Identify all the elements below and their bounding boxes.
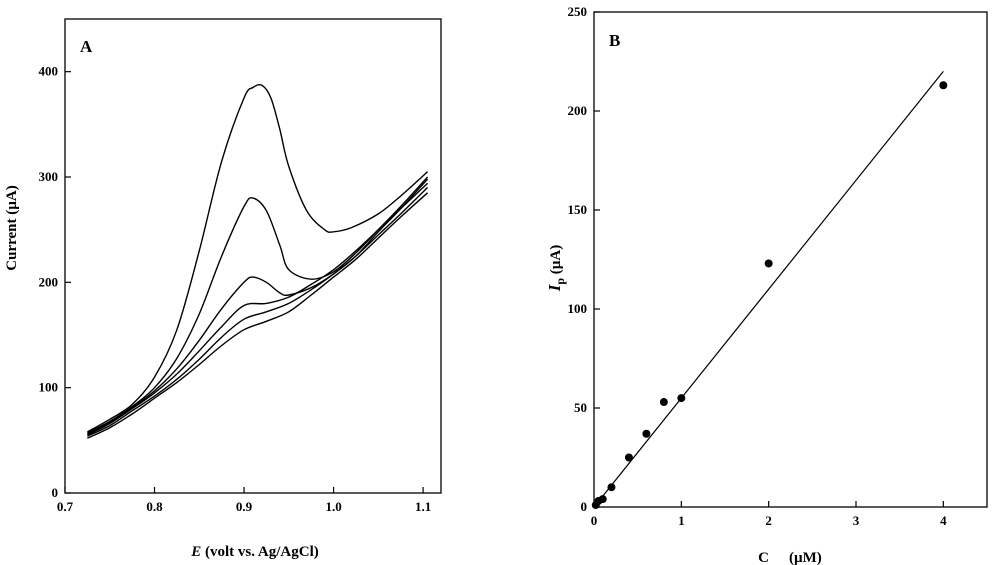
panel-b: B 0 1 2 3 4 0 50 100 150 200 250 C (µM) Ip (µA) <box>545 4 988 565</box>
panel-b-y-axis-label-unit: (µA) <box>548 245 564 278</box>
panel-b-x-tick-label: 4 <box>940 513 947 528</box>
panel-a-y-tick-label: 400 <box>39 64 59 79</box>
panel-b-plot-frame <box>593 11 988 508</box>
panel-b-y-tick-label: 250 <box>568 4 588 19</box>
panel-b-x-tick-label: 2 <box>765 513 772 528</box>
panel-a-x-axis-label-text: (volt vs. Ag/AgCl) <box>201 544 319 560</box>
panel-a-voltammogram-1 <box>87 192 429 439</box>
panel-a-letter: A <box>80 37 93 56</box>
panel-b-fit-line-group <box>593 71 944 508</box>
panel-a-x-tick-label: 0.7 <box>57 499 74 514</box>
panel-b-x-tick-label: 1 <box>678 513 685 528</box>
panel-b-data-point <box>677 394 686 403</box>
panel-b-data-point <box>624 453 633 462</box>
panel-a-x-tick-label: 1.0 <box>325 499 341 514</box>
panel-a-voltammogram-2 <box>87 186 429 437</box>
panel-b-fit-line <box>593 71 944 508</box>
panel-b-data-point <box>642 429 651 438</box>
panel-a-y-tick-label: 100 <box>39 380 59 395</box>
panel-a-y-tick-label: 300 <box>39 169 59 184</box>
panel-a-voltammogram-4 <box>87 178 429 435</box>
panel-b-x-tick-label: 3 <box>853 513 860 528</box>
panel-b-y-tick-label: 200 <box>568 103 588 118</box>
panel-b-x-axis-label: C (µM) <box>758 550 822 565</box>
panel-b-x-tick-label: 0 <box>591 513 598 528</box>
panel-a-x-axis-label: E (volt vs. Ag/AgCl) <box>190 544 319 560</box>
panel-b-points <box>591 81 948 510</box>
panel-a-voltammogram-3 <box>87 182 429 436</box>
panel-a-y-tick-label: 200 <box>39 274 59 289</box>
panel-b-data-point <box>659 398 668 407</box>
panel-b-x-ticks: 0 1 2 3 4 <box>591 501 947 528</box>
panel-b-y-tick-label: 0 <box>581 499 588 514</box>
panel-b-y-axis-label-subscript: p <box>553 278 567 285</box>
panel-b-y-axis-label: Ip (µA) <box>545 245 567 293</box>
panel-b-y-axis-label-symbol: I <box>545 283 564 292</box>
panel-a-y-ticks: 0 100 200 300 400 <box>39 64 71 500</box>
panel-b-y-tick-label: 50 <box>574 400 587 415</box>
panel-a-x-tick-label: 1.1 <box>415 499 431 514</box>
panel-a-x-tick-label: 0.9 <box>236 499 253 514</box>
panel-b-data-point <box>598 495 607 504</box>
panel-b-letter: B <box>609 31 620 50</box>
panel-a-x-tick-label: 0.8 <box>146 499 163 514</box>
panel-a: A 0.7 0.8 0.9 1.0 1.1 0 100 200 300 400 E (volt … <box>4 18 442 560</box>
panel-a-plot-frame <box>64 18 442 494</box>
panel-a-x-ticks: 0.7 0.8 0.9 1.0 1.1 <box>57 487 431 514</box>
panel-a-curves <box>87 83 429 439</box>
panel-b-y-ticks: 0 50 100 150 200 250 <box>568 4 600 514</box>
panel-a-y-axis-label: Current (µA) <box>4 185 20 270</box>
panel-b-data-point <box>939 81 948 90</box>
panel-b-y-tick-label: 150 <box>568 202 588 217</box>
panel-b-x-axis-label-symbol: C <box>758 550 769 565</box>
panel-a-y-tick-label: 0 <box>52 485 59 500</box>
panel-b-data-point <box>607 483 616 492</box>
panel-a-voltammogram-6 <box>87 83 429 433</box>
panel-b-x-axis-label-unit: (µM) <box>789 550 822 565</box>
panel-b-y-tick-label: 100 <box>568 301 588 316</box>
panel-a-x-axis-label-symbol: E <box>190 544 201 560</box>
panel-b-data-point <box>764 259 773 268</box>
panel-a-voltammogram-5 <box>87 176 429 434</box>
